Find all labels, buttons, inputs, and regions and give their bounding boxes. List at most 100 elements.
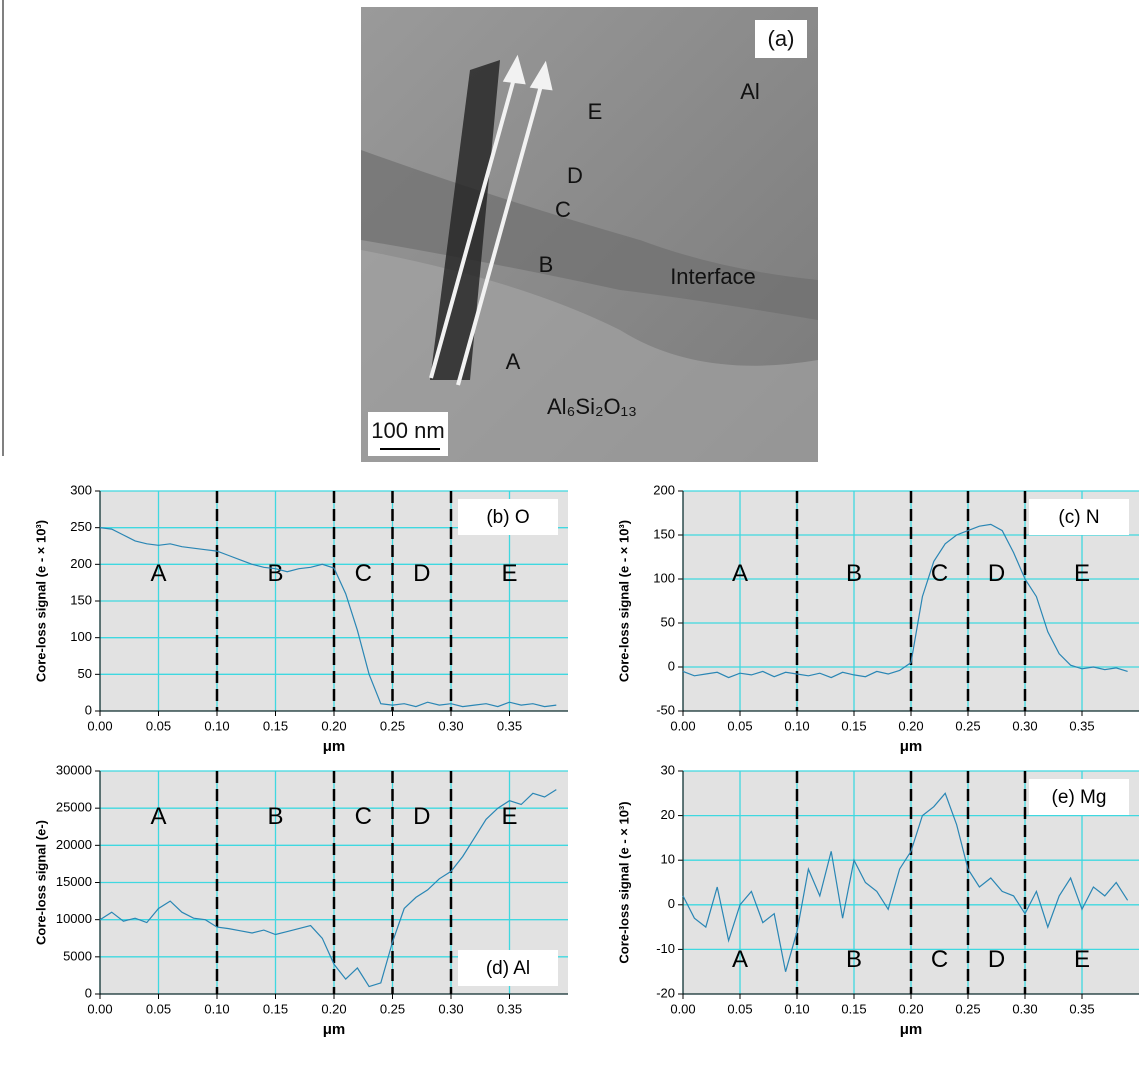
beam-track <box>430 60 500 380</box>
x-tick-label: 0.35 <box>497 718 522 733</box>
arrow-head <box>502 54 526 85</box>
region-label: C <box>355 560 372 587</box>
arrow <box>429 74 517 379</box>
x-tick-label: 0.05 <box>727 718 752 733</box>
x-axis-label: μm <box>323 1021 346 1038</box>
x-axis-label: μm <box>323 738 346 755</box>
region-label: D <box>988 946 1005 973</box>
region-label: A <box>732 560 748 587</box>
micrograph: (a) 100 nm E D C B A Al Interface Al₆Si₂… <box>361 7 818 462</box>
x-tick-label: 0.00 <box>670 718 695 733</box>
scale-bar-label: 100 nm <box>371 418 444 443</box>
x-tick-label: 0.15 <box>263 718 288 733</box>
region-label: D <box>413 560 430 587</box>
region-label: C <box>355 803 372 830</box>
region-label: B <box>539 252 554 277</box>
x-tick-label: 0.05 <box>146 1001 171 1016</box>
y-tick-label: 0 <box>85 702 92 717</box>
scan-arrows <box>429 54 553 386</box>
phase-label: Al <box>740 79 760 104</box>
region-label: D <box>567 163 583 188</box>
annotation: (b) O <box>486 507 529 528</box>
x-tick-label: 0.00 <box>87 718 112 733</box>
y-tick-label: 150 <box>653 526 675 541</box>
y-tick-label: 20000 <box>56 837 92 852</box>
y-tick-label: 300 <box>70 482 92 497</box>
x-tick-label: 0.30 <box>438 1001 463 1016</box>
x-tick-label: 0.25 <box>955 718 980 733</box>
x-tick-label: 0.00 <box>670 1001 695 1016</box>
y-tick-label: 150 <box>70 592 92 607</box>
region-label: B <box>846 946 862 973</box>
panel-label: (a) <box>768 26 795 51</box>
y-tick-label: 10 <box>661 852 675 867</box>
data-line <box>99 527 557 708</box>
annotation-box <box>1029 779 1129 815</box>
x-tick-label: 0.25 <box>380 1001 405 1016</box>
x-tick-label: 0.25 <box>955 1001 980 1016</box>
annotation-box <box>1029 499 1129 535</box>
y-axis-label: Core-loss signal (e - × 10³) <box>616 520 631 682</box>
y-tick-label: -50 <box>656 702 675 717</box>
x-tick-label: 0.20 <box>898 1001 923 1016</box>
region-label: B <box>267 803 283 830</box>
y-tick-label: 100 <box>653 570 675 585</box>
annotation-box <box>458 950 558 986</box>
chart: -20 -10 0 10 20 30 0.00 0.05 0.10 0.15 0.20 0.25 0.3… <box>616 762 1139 1038</box>
x-tick-label: 0.15 <box>263 1001 288 1016</box>
x-tick-label: 0.10 <box>204 718 229 733</box>
y-tick-label: 50 <box>78 666 92 681</box>
chart: 0 5000 10000 15000 20000 25000 30000 0.00 0.05 0.… <box>33 762 568 1038</box>
x-tick-label: 0.15 <box>841 1001 866 1016</box>
x-tick-label: 0.25 <box>380 718 405 733</box>
y-axis-label: Core-loss signal (e - × 10³) <box>33 520 48 682</box>
y-tick-label: -20 <box>656 985 675 1000</box>
phase-label: Al₆Si₂O₁₃ <box>547 394 637 419</box>
x-tick-label: 0.10 <box>784 718 809 733</box>
y-tick-label: 0 <box>668 658 675 673</box>
x-tick-label: 0.35 <box>1069 1001 1094 1016</box>
chart: 0 50 100 150 200 250 300 0.00 0.05 0.10 0.15 0.20 0.… <box>33 482 568 755</box>
chart: -50 0 50 100 150 200 0.00 0.05 0.10 0.15 0.20 0.25 0… <box>616 482 1139 755</box>
region-label: C <box>555 197 571 222</box>
y-tick-label: 10000 <box>56 911 92 926</box>
x-tick-label: 0.20 <box>321 718 346 733</box>
x-tick-label: 0.05 <box>727 1001 752 1016</box>
y-tick-label: 25000 <box>56 800 92 815</box>
y-tick-label: 100 <box>70 629 92 644</box>
arrow <box>456 81 544 386</box>
region-label: A <box>506 349 521 374</box>
y-tick-label: 15000 <box>56 874 92 889</box>
y-tick-label: 30 <box>661 762 675 777</box>
x-tick-label: 0.15 <box>841 718 866 733</box>
region-label: E <box>501 803 517 830</box>
panel-label-box <box>755 20 807 58</box>
x-tick-label: 0.35 <box>1069 718 1094 733</box>
region-label: E <box>1074 560 1090 587</box>
arrow-head <box>529 60 553 91</box>
y-tick-label: 50 <box>661 614 675 629</box>
y-tick-label: 5000 <box>63 948 92 963</box>
y-tick-label: 200 <box>70 556 92 571</box>
annotation: (c) N <box>1058 507 1099 528</box>
region-label: B <box>846 560 862 587</box>
region-label: D <box>413 803 430 830</box>
data-line <box>99 789 557 988</box>
region-label: B <box>267 560 283 587</box>
region-label: C <box>931 946 948 973</box>
y-tick-label: 200 <box>653 482 675 497</box>
y-tick-label: 20 <box>661 807 675 822</box>
x-tick-label: 0.20 <box>898 718 923 733</box>
region-label: E <box>588 99 603 124</box>
annotation: (e) Mg <box>1052 787 1107 808</box>
x-axis-label: μm <box>900 1021 923 1038</box>
region-label: E <box>1074 946 1090 973</box>
y-axis-label: Core-loss signal (e-) <box>33 820 48 945</box>
y-axis-label: Core-loss signal (e - × 10³) <box>616 801 631 963</box>
data-line <box>682 523 1128 679</box>
region-label: A <box>150 560 166 587</box>
region-label: D <box>988 560 1005 587</box>
x-tick-label: 0.30 <box>438 718 463 733</box>
